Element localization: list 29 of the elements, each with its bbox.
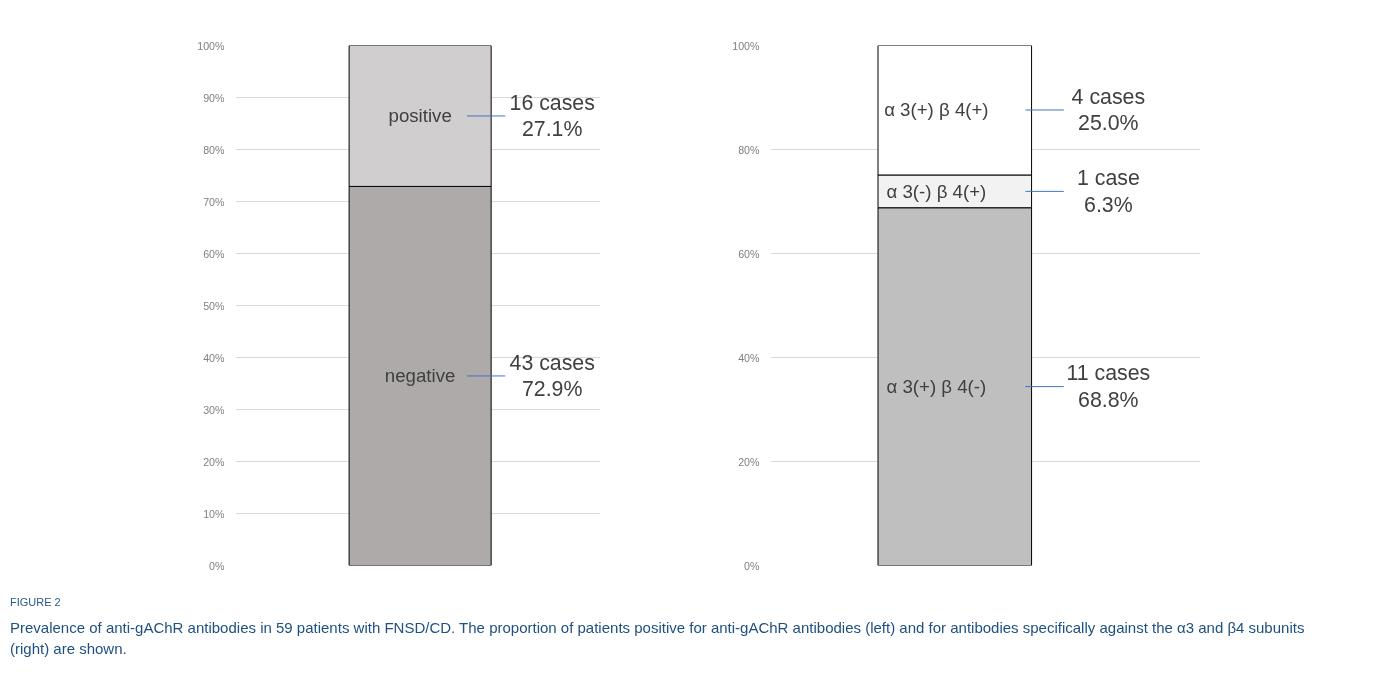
y-tick-label: 40% bbox=[203, 351, 226, 364]
y-tick-label: 80% bbox=[203, 143, 226, 156]
data-label: 16 cases 27.1% bbox=[509, 90, 595, 142]
y-tick-label: 60% bbox=[203, 247, 226, 260]
y-tick-label: 70% bbox=[203, 195, 226, 208]
caption: FIGURE 2 bbox=[10, 595, 62, 610]
y-tick-label: 90% bbox=[203, 91, 226, 104]
series-label: negative bbox=[384, 365, 456, 387]
series-label: α 3(+) β 4(-) bbox=[886, 376, 987, 398]
y-tick-label: 60% bbox=[738, 247, 761, 260]
y-tick-label: 20% bbox=[738, 455, 761, 468]
data-label: 1 case 6.3% bbox=[1076, 166, 1140, 217]
data-label: 4 cases 25.0% bbox=[1071, 84, 1146, 136]
y-tick-label: 80% bbox=[738, 143, 761, 156]
data-label: 43 cases 72.9% bbox=[509, 350, 595, 402]
y-tick-label: 50% bbox=[203, 299, 226, 312]
y-tick-label: 10% bbox=[203, 507, 226, 520]
series-label: positive bbox=[388, 105, 452, 127]
data-label: 11 cases 68.8% bbox=[1066, 361, 1151, 412]
y-tick-label: 40% bbox=[738, 351, 761, 364]
y-tick-label: 0% bbox=[744, 559, 761, 572]
y-tick-label: 20% bbox=[203, 455, 226, 468]
text: Prevalence of anti-gAChR antibodies in 59 patients with FNSD/CD. The proportion of patients positive for anti-gAChR antibodies (left) and for antibodies specifically against the α3 and β4 subunits (right) are shown. bbox=[10, 617, 1306, 660]
y-tick-label: 100% bbox=[732, 39, 761, 52]
y-tick-label: 30% bbox=[203, 403, 226, 416]
series-label: α 3(+) β 4(+) bbox=[884, 99, 989, 121]
y-tick-label: 0% bbox=[209, 559, 226, 572]
series-label: α 3(-) β 4(+) bbox=[886, 180, 987, 202]
y-tick-label: 100% bbox=[197, 39, 226, 52]
